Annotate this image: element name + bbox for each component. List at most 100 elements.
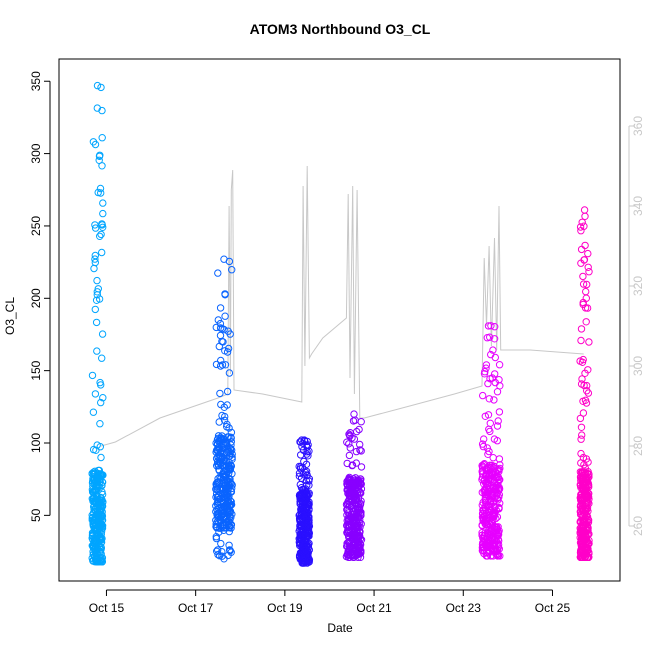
scatter-point: [214, 462, 223, 470]
scatter-point: [95, 156, 103, 165]
scatter-point: [479, 391, 487, 400]
scatter-point: [576, 357, 584, 365]
y-tick-label: 50: [29, 508, 43, 522]
scatter-point: [490, 509, 498, 517]
scatter-cluster-3: [295, 436, 314, 567]
scatter-point: [227, 498, 235, 506]
scatter-point: [97, 398, 105, 407]
scatter-point: [578, 431, 586, 439]
scatter-point: [348, 545, 356, 553]
scatter-point: [576, 518, 584, 526]
scatter-point: [488, 470, 497, 478]
scatter-point: [578, 537, 586, 545]
scatter-point: [481, 412, 489, 420]
scatter-point: [89, 513, 97, 521]
scatter-point: [584, 263, 592, 271]
scatter-point: [577, 380, 586, 388]
scatter-point: [297, 465, 305, 473]
scatter-point: [577, 325, 586, 333]
scatter-point: [301, 515, 309, 523]
y-axis-right: 260 280 300 320 340 360: [628, 116, 645, 536]
scatter-point: [99, 209, 107, 218]
scatter-point: [484, 530, 493, 538]
scatter-point: [91, 255, 99, 263]
scatter-point: [213, 523, 221, 531]
scatter-point: [491, 370, 499, 378]
scatter-point: [583, 537, 592, 546]
scatter-point: [487, 552, 495, 560]
scatter-point: [94, 503, 102, 511]
scatter-point: [220, 255, 228, 263]
scatter-point: [212, 454, 221, 463]
scatter-point: [98, 134, 106, 142]
scatter-point: [352, 513, 360, 521]
scatter-point: [98, 502, 107, 510]
scatter-point: [88, 486, 97, 494]
scatter-point: [346, 429, 354, 437]
scatter-point: [577, 423, 586, 431]
scatter-point: [222, 439, 230, 447]
scatter-point: [585, 338, 593, 346]
scatter-point: [493, 437, 501, 445]
scatter-point: [496, 461, 504, 469]
scatter-point: [220, 513, 228, 521]
scatter-point: [357, 463, 366, 471]
scatter-point: [304, 452, 312, 460]
scatter-point: [97, 543, 105, 551]
scatter-point: [581, 369, 589, 377]
scatter-point: [220, 555, 228, 563]
scatter-point: [91, 251, 100, 260]
scatter-point: [98, 220, 106, 228]
scatter-point: [300, 436, 308, 444]
scatter-point: [348, 480, 356, 489]
scatter-point: [343, 459, 351, 468]
scatter-point: [95, 295, 104, 303]
scatter-point: [297, 534, 305, 542]
scatter-point: [226, 452, 234, 460]
secondary-series-layer: [100, 165, 584, 447]
scatter-point: [226, 516, 234, 524]
scatter-point: [228, 470, 236, 478]
scatter-point: [579, 298, 587, 307]
scatter-point: [97, 539, 105, 547]
scatter-point: [356, 499, 365, 508]
y2-tick-label: 260: [631, 516, 645, 536]
scatter-point: [97, 453, 105, 462]
scatter-point: [492, 545, 500, 554]
scatter-point: [89, 497, 97, 505]
scatter-point: [220, 467, 228, 476]
scatter-point: [221, 361, 230, 369]
scatter-point: [491, 353, 499, 362]
scatter-point: [227, 521, 236, 529]
scatter-point: [581, 464, 589, 472]
scatter-point: [579, 485, 587, 493]
scatter-point: [88, 371, 97, 380]
scatter-point: [216, 486, 224, 494]
scatter-point: [486, 427, 494, 436]
scatter-point: [481, 506, 490, 514]
scatter-point: [350, 553, 358, 561]
scatter-point: [225, 369, 234, 377]
scatter-point: [302, 517, 311, 525]
scatter-point: [483, 552, 492, 560]
scatter-point: [580, 495, 589, 504]
scatter-point: [221, 312, 229, 320]
scatter-point: [581, 516, 589, 524]
scatter-point: [577, 435, 585, 443]
scatter-point: [91, 258, 100, 267]
scatter-point: [225, 462, 233, 470]
scatter-point: [300, 505, 308, 514]
y2-tick-label: 280: [631, 436, 645, 456]
scatter-point: [490, 513, 498, 521]
scatter-point: [495, 361, 504, 369]
scatter-point: [490, 396, 498, 404]
scatter-point: [484, 379, 492, 388]
scatter-point: [579, 272, 587, 281]
scatter-point: [228, 453, 236, 461]
scatter-point: [484, 450, 492, 458]
scatter-point: [343, 438, 351, 446]
scatter-point: [218, 503, 226, 511]
x-tick-label: Oct 25: [535, 601, 571, 615]
scatter-point: [216, 324, 225, 332]
